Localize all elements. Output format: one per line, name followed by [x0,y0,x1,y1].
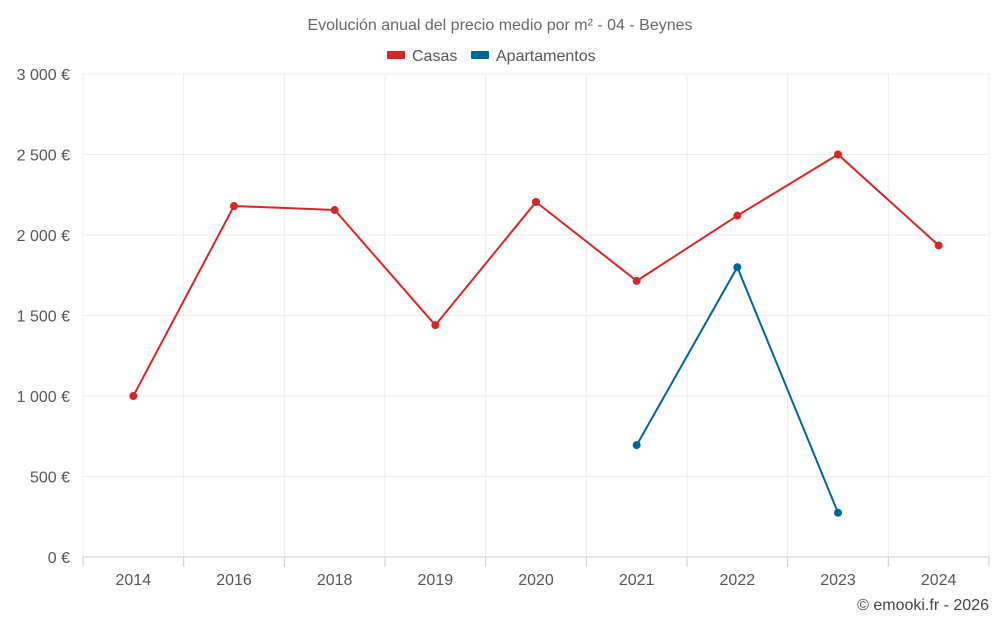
y-tick-label: 2 000 € [17,228,70,245]
legend-label-apartamentos[interactable]: Apartamentos [496,48,596,65]
data-point-casas[interactable] [632,276,641,285]
legend: Casas Apartamentos [387,48,596,65]
legend-label-casas[interactable]: Casas [412,48,457,65]
x-tick-label: 2024 [921,572,957,589]
x-tick-label: 2018 [317,572,353,589]
y-tick-label: 500 € [30,470,70,487]
data-point-casas[interactable] [230,202,238,211]
grid [82,73,990,557]
legend-swatch-casas [387,51,405,59]
y-tick-label: 2 500 € [17,148,70,165]
data-point-apartamentos[interactable] [632,441,641,450]
data-point-casas[interactable] [330,206,339,215]
data-point-casas[interactable] [834,150,842,159]
data-point-casas[interactable] [733,211,742,220]
x-tick-label: 2016 [216,572,252,589]
x-tick-label: 2019 [418,572,454,589]
y-tick-label: 3 000 € [17,67,70,84]
series [129,150,943,517]
y-axis: 0 € 500 € 1 000 € 1 500 € 2 000 € 2 500 € 3 00… [17,67,70,567]
y-tick-label: 1 000 € [17,389,70,406]
x-tick-label: 2023 [820,572,856,589]
chart-title: Evolución anual del precio medio por m² … [307,17,692,34]
x-tick-label: 2022 [720,572,756,589]
y-tick-label: 0 € [48,550,70,567]
credit-text: © emooki.fr - 2026 [857,597,989,614]
series-casas [129,150,943,400]
data-point-casas[interactable] [934,241,943,250]
y-tick-label: 1 500 € [17,309,70,326]
x-axis: 2014 2016 2018 2019 2020 2021 2022 2023 2024 [82,556,990,589]
data-point-casas[interactable] [129,392,138,400]
x-tick-label: 2021 [619,572,655,589]
data-point-apartamentos[interactable] [733,263,742,272]
data-point-casas[interactable] [431,321,440,330]
series-line-casas [132,153,940,397]
data-point-apartamentos[interactable] [834,508,842,517]
series-line-apartamentos [635,264,839,514]
series-apartamentos [632,263,842,517]
x-tick-label: 2020 [518,572,554,589]
data-point-casas[interactable] [532,197,540,206]
legend-swatch-apartamentos [471,51,489,59]
x-tick-label: 2014 [116,572,152,589]
